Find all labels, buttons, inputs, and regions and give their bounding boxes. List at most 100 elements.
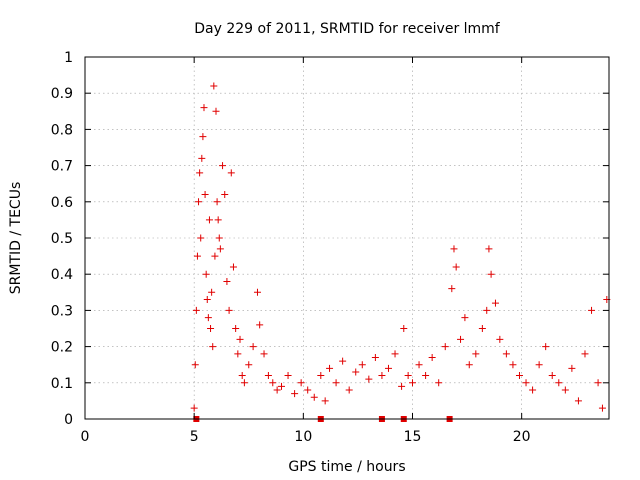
x-tick-label: 20 (513, 429, 531, 445)
data-point (199, 133, 207, 141)
data-point (483, 306, 491, 314)
data-point (478, 325, 486, 332)
data-point (472, 350, 480, 358)
data-point (409, 379, 416, 387)
data-point (326, 364, 334, 372)
data-point (450, 245, 458, 253)
data-point (542, 343, 550, 351)
data-point (535, 361, 543, 369)
y-tick-label: 0.6 (51, 195, 73, 211)
data-point (435, 379, 443, 387)
data-point (332, 379, 340, 387)
data-point (225, 306, 233, 314)
data-point (196, 169, 204, 177)
data-point (321, 397, 329, 405)
chart-title: Day 229 of 2011, SRMTID for receiver lmm… (194, 21, 501, 37)
data-point (203, 296, 211, 304)
data-point (260, 350, 268, 358)
x-tick-label: 10 (294, 429, 312, 445)
data-point (365, 375, 373, 383)
y-tick-label: 0.1 (51, 376, 73, 392)
data-point (371, 353, 379, 361)
data-point (238, 372, 246, 380)
data-point (317, 372, 325, 380)
data-point (522, 379, 530, 387)
x-tick-label: 0 (81, 429, 90, 445)
data-point (234, 350, 242, 358)
data-point (192, 306, 200, 314)
data-point (555, 379, 563, 387)
data-point (229, 263, 237, 271)
data-point (457, 335, 465, 343)
data-point (487, 270, 495, 278)
data-point (581, 350, 589, 358)
data-point (264, 372, 272, 380)
data-point (448, 285, 456, 293)
data-point (529, 386, 537, 394)
data-point (201, 191, 209, 199)
data-point (345, 386, 353, 394)
x-tick-label: 15 (404, 429, 422, 445)
data-point (213, 198, 221, 206)
data-point (502, 350, 510, 358)
data-point (191, 361, 199, 369)
y-tick-label: 0.3 (51, 303, 73, 319)
data-point (193, 252, 201, 260)
data-point (588, 306, 596, 314)
data-point (200, 104, 208, 112)
data-point (465, 361, 473, 369)
data-point (515, 372, 523, 380)
data-point (202, 270, 210, 278)
y-tick-label: 0.4 (51, 267, 73, 283)
data-point (485, 245, 493, 253)
data-point (269, 379, 277, 387)
data-point (339, 357, 347, 365)
data-point (422, 372, 430, 380)
data-point (509, 361, 517, 369)
axis-ticks (84, 56, 609, 420)
data-point (352, 368, 360, 376)
data-point (210, 82, 218, 90)
data-point (221, 191, 229, 199)
data-point (568, 364, 576, 372)
data-point (232, 325, 240, 332)
y-tick-label: 1 (64, 50, 73, 66)
data-point (249, 343, 257, 351)
data-point (190, 404, 198, 412)
y-axis-label: SRMTID / TECUs (8, 182, 24, 295)
data-point (205, 216, 213, 224)
data-point (461, 314, 469, 322)
data-point (310, 393, 318, 401)
data-point (415, 361, 423, 369)
data-point (452, 263, 460, 271)
data-point (398, 382, 406, 390)
x-tick-labels: 0 5 10 15 20 (81, 429, 531, 445)
data-point (207, 325, 215, 332)
data-point (245, 361, 253, 369)
x-tick-label: 5 (190, 429, 199, 445)
data-point (208, 288, 216, 296)
data-point (197, 234, 205, 242)
data-point (223, 277, 231, 285)
data-point (216, 245, 224, 253)
data-point (209, 343, 217, 351)
data-point (441, 343, 449, 351)
data-point (236, 335, 244, 343)
data-points (190, 82, 611, 422)
data-point (253, 288, 261, 296)
data-point (378, 372, 386, 380)
data-point (204, 314, 212, 322)
data-point (195, 198, 203, 206)
data-point (291, 390, 299, 398)
data-point (491, 299, 499, 307)
data-point (215, 234, 223, 242)
data-point (400, 325, 408, 332)
data-point (219, 162, 227, 170)
x-axis-label: GPS time / hours (288, 459, 405, 475)
data-point (227, 169, 235, 177)
data-point (214, 216, 222, 224)
y-tick-label: 0.7 (51, 159, 73, 175)
data-point (198, 154, 206, 162)
y-tick-labels: 0 0.1 0.2 0.3 0.4 0.5 0.6 0.7 0.8 0.9 1 (51, 50, 73, 428)
